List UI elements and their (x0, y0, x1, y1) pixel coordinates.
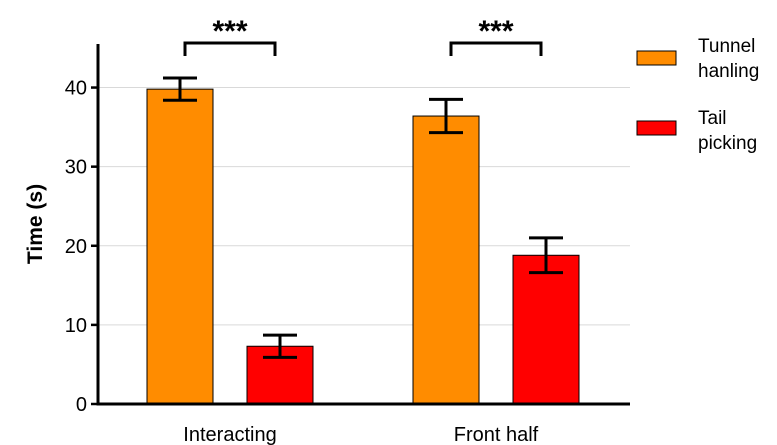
bars (146, 88, 580, 405)
axis-labels: 0 10 20 30 40 Interacting Front half Time (s) (24, 78, 539, 445)
x-tick-label: Front half (454, 424, 539, 445)
y-tick-label: 0 (76, 394, 87, 416)
significance-brackets: *** *** (183, 15, 543, 56)
y-tick-label: 30 (65, 157, 87, 179)
x-tick-label: Interacting (183, 424, 276, 445)
significance-bracket (183, 41, 277, 56)
bar (412, 115, 480, 405)
significance-bracket (449, 41, 543, 56)
legend-swatch (636, 120, 677, 136)
error-bars (163, 76, 563, 359)
y-tick-label: 10 (65, 315, 87, 337)
legend-label: Tunnel (698, 36, 755, 57)
legend-label: picking (698, 133, 757, 154)
significance-label: *** (212, 15, 247, 48)
legend-label: Tail (698, 108, 727, 129)
bar (146, 88, 214, 405)
axes (91, 44, 630, 406)
significance-label: *** (478, 15, 513, 48)
y-tick-label: 40 (65, 78, 87, 100)
y-axis-title: Time (s) (24, 184, 47, 264)
bar (512, 254, 580, 405)
y-tick-label: 20 (65, 236, 87, 258)
legend: Tunnel hanling Tail picking (636, 36, 759, 154)
legend-swatch (636, 50, 677, 66)
legend-label: hanling (698, 61, 759, 82)
